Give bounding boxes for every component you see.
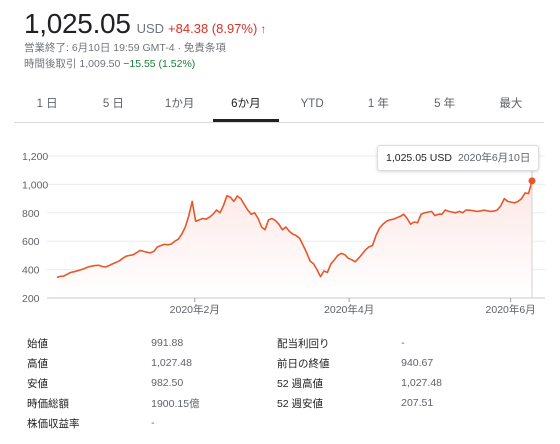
quote-header: 1,025.05 USD +84.38 (8.97%) ↑ 営業終了: 6月10… bbox=[24, 8, 266, 72]
market-status: 営業終了: 6月10日 19:59 GMT-4 · 免責条項 bbox=[24, 42, 226, 54]
last-point-dot bbox=[528, 177, 536, 185]
price-chart[interactable]: 200 400 600 800 1,000 1,200 2020年2月 2020年4月 2020… bbox=[0, 130, 560, 320]
stat-label bbox=[277, 413, 401, 433]
after-hours-price: 1,009.50 bbox=[79, 58, 121, 70]
stats-panel: 始値 991.88 配当利回り - 高値 1,027.48 前日の終値 940.67 安値 982… bbox=[27, 333, 527, 433]
stat-label: 始値 bbox=[27, 337, 48, 350]
tab-range[interactable]: 1か月 bbox=[164, 98, 195, 110]
stats-row: 安値 982.50 52 週高値 1,027.48 bbox=[27, 373, 527, 393]
after-hours-label: 時間後取引 bbox=[24, 58, 77, 70]
stat-value: 207.51 bbox=[401, 397, 434, 409]
arrow-up-icon: ↑ bbox=[260, 22, 267, 36]
tab-range[interactable]: 最大 bbox=[499, 98, 523, 110]
stat-label: 52 週安値 bbox=[276, 397, 324, 410]
stat-value: 1900.15億 bbox=[151, 397, 200, 410]
stat-value: 991.88 bbox=[151, 337, 184, 349]
x-tick-label: 2020年4月 bbox=[324, 303, 374, 316]
stat-label: 安値 bbox=[27, 377, 48, 390]
stat-label: 時価総額 bbox=[27, 397, 69, 410]
stat-label: 高値 bbox=[27, 357, 48, 370]
stat-label: 株価収益率 bbox=[27, 417, 80, 430]
y-tick-label: 1,000 bbox=[22, 179, 48, 191]
stat-value bbox=[401, 413, 527, 433]
y-tick-label: 400 bbox=[22, 265, 40, 277]
price-change: +84.38 (8.97%) bbox=[168, 21, 258, 36]
stat-label: 配当利回り bbox=[276, 337, 330, 350]
stat-value: 1,027.48 bbox=[151, 357, 192, 369]
tab-range[interactable]: 1 日 bbox=[36, 98, 58, 110]
stat-value: 982.50 bbox=[151, 377, 184, 389]
after-hours-row: 時間後取引 1,009.50 −15.55 (1.52%) bbox=[24, 56, 266, 72]
tab-range[interactable]: 5 日 bbox=[102, 98, 124, 110]
y-tick-label: 600 bbox=[22, 236, 40, 248]
stat-value: - bbox=[401, 337, 405, 349]
after-hours-change: −15.55 (1.52%) bbox=[123, 58, 196, 70]
current-price: 1,025.05 bbox=[24, 8, 131, 39]
stats-table: 始値 991.88 配当利回り - 高値 1,027.48 前日の終値 940.67 安値 982… bbox=[27, 333, 527, 433]
tab-range[interactable]: 6か月 bbox=[212, 88, 279, 122]
stat-value: - bbox=[151, 417, 155, 429]
price-area bbox=[57, 180, 532, 298]
price-line bbox=[56, 180, 533, 279]
stat-label: 前日の終値 bbox=[276, 357, 330, 370]
y-tick-label: 800 bbox=[22, 208, 40, 220]
stats-row: 高値 1,027.48 前日の終値 940.67 bbox=[27, 353, 527, 373]
range-tabs: 1 日 5 日 1か月 6か月 YTD 1 年 5 年 最大 bbox=[14, 88, 544, 123]
tab-range[interactable]: YTD bbox=[300, 98, 324, 110]
tab-range[interactable]: 1 年 bbox=[367, 98, 389, 110]
y-tick-label: 200 bbox=[22, 293, 40, 305]
stats-row: 始値 991.88 配当利回り - bbox=[27, 333, 527, 353]
stats-row: 時価総額 1900.15億 52 週安値 207.51 bbox=[27, 393, 527, 413]
chart-tooltip: 1,025.05 USD 2020年6月10日 bbox=[377, 145, 540, 171]
stat-value: 1,027.48 bbox=[401, 377, 442, 389]
tab-range[interactable]: 5 年 bbox=[434, 98, 456, 110]
x-tick-label: 2020年2月 bbox=[170, 303, 220, 316]
stats-row: 株価収益率 - bbox=[27, 413, 527, 433]
currency-label: USD bbox=[136, 21, 165, 36]
stat-label: 52 週高値 bbox=[276, 377, 324, 390]
y-tick-label: 1,200 bbox=[22, 151, 48, 163]
tooltip-date: 2020年6月10日 bbox=[457, 152, 531, 164]
tooltip-price: 1,025.05 USD bbox=[386, 152, 452, 164]
stat-value: 940.67 bbox=[401, 357, 434, 369]
price-row: 1,025.05 USD +84.38 (8.97%) ↑ bbox=[24, 8, 266, 40]
x-tick-label: 2020年6月 bbox=[486, 303, 536, 316]
